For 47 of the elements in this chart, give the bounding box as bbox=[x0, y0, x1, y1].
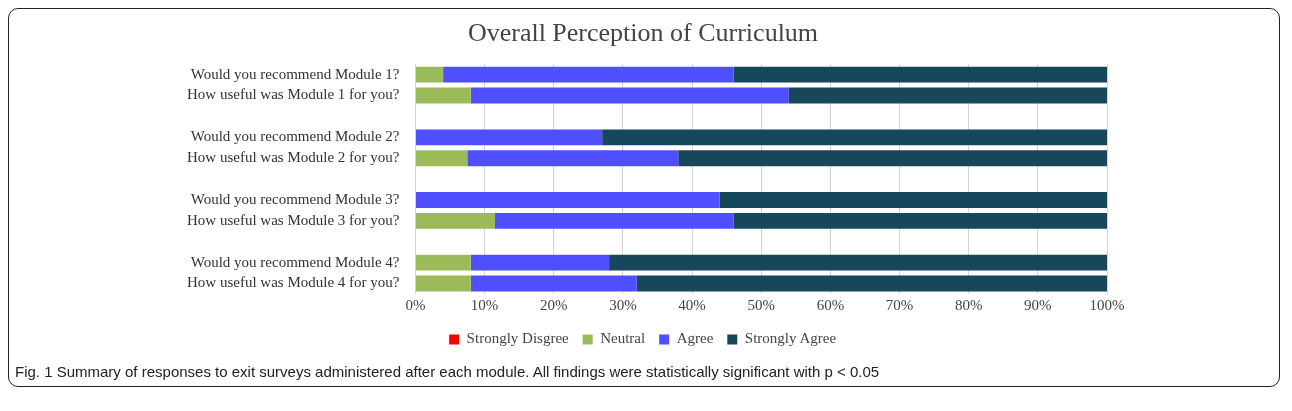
bar bbox=[609, 254, 1107, 271]
bar bbox=[415, 150, 468, 167]
x-tick-label: 10% bbox=[470, 296, 499, 313]
x-tick-label: 100% bbox=[1089, 296, 1125, 313]
bar bbox=[415, 87, 471, 104]
y-tick-label: How useful was Module 3 for you? bbox=[186, 211, 400, 228]
bar bbox=[415, 254, 471, 271]
y-tick-label: Would you recommend Module 3? bbox=[190, 190, 400, 207]
bar bbox=[470, 275, 637, 292]
bar bbox=[415, 212, 495, 229]
x-tick-label: 50% bbox=[747, 296, 775, 313]
y-tick-label: Would you recommend Module 4? bbox=[190, 253, 400, 270]
x-tick-label: 40% bbox=[678, 296, 706, 313]
bar bbox=[470, 87, 789, 104]
bar bbox=[636, 275, 1107, 292]
legend-label: Agree bbox=[676, 330, 714, 347]
legend-label: Neutral bbox=[600, 330, 646, 347]
x-tick-label: 30% bbox=[609, 296, 637, 313]
bar bbox=[788, 87, 1107, 104]
bar bbox=[494, 212, 734, 229]
x-tick-label: 0% bbox=[405, 296, 426, 313]
bar bbox=[733, 212, 1107, 229]
bar bbox=[467, 150, 679, 167]
y-tick-label: How useful was Module 1 for you? bbox=[186, 86, 400, 103]
x-tick-label: 80% bbox=[954, 296, 983, 313]
bar bbox=[415, 192, 720, 208]
legend-label: Strongly Agree bbox=[744, 330, 837, 347]
x-tick-label: 70% bbox=[885, 296, 914, 313]
bar bbox=[415, 66, 444, 83]
y-tick-label: How useful was Module 2 for you? bbox=[186, 149, 400, 166]
bar bbox=[733, 66, 1107, 83]
bar bbox=[443, 66, 734, 83]
x-tick-label: 60% bbox=[816, 296, 845, 313]
y-tick-label: How useful was Module 4 for you? bbox=[186, 274, 400, 291]
bar bbox=[719, 192, 1107, 208]
bar bbox=[415, 275, 471, 292]
x-tick-label: 20% bbox=[540, 296, 568, 313]
bar bbox=[415, 129, 603, 146]
bar bbox=[470, 254, 610, 271]
caption: Fig. 1 Summary of responses to exit surveys administered after each module. All findings were statistically significant with p < 0.05 bbox=[14, 362, 881, 382]
y-tick-label: Would you recommend Module 1? bbox=[190, 65, 400, 82]
y-tick-label: Would you recommend Module 2? bbox=[190, 128, 400, 145]
legend-label: Strongly Disgree bbox=[466, 330, 570, 347]
x-tick-label: 90% bbox=[1024, 296, 1052, 313]
bar bbox=[678, 150, 1107, 167]
bar bbox=[602, 129, 1107, 146]
chart-title: Overall Perception of Curriculum bbox=[467, 18, 819, 48]
